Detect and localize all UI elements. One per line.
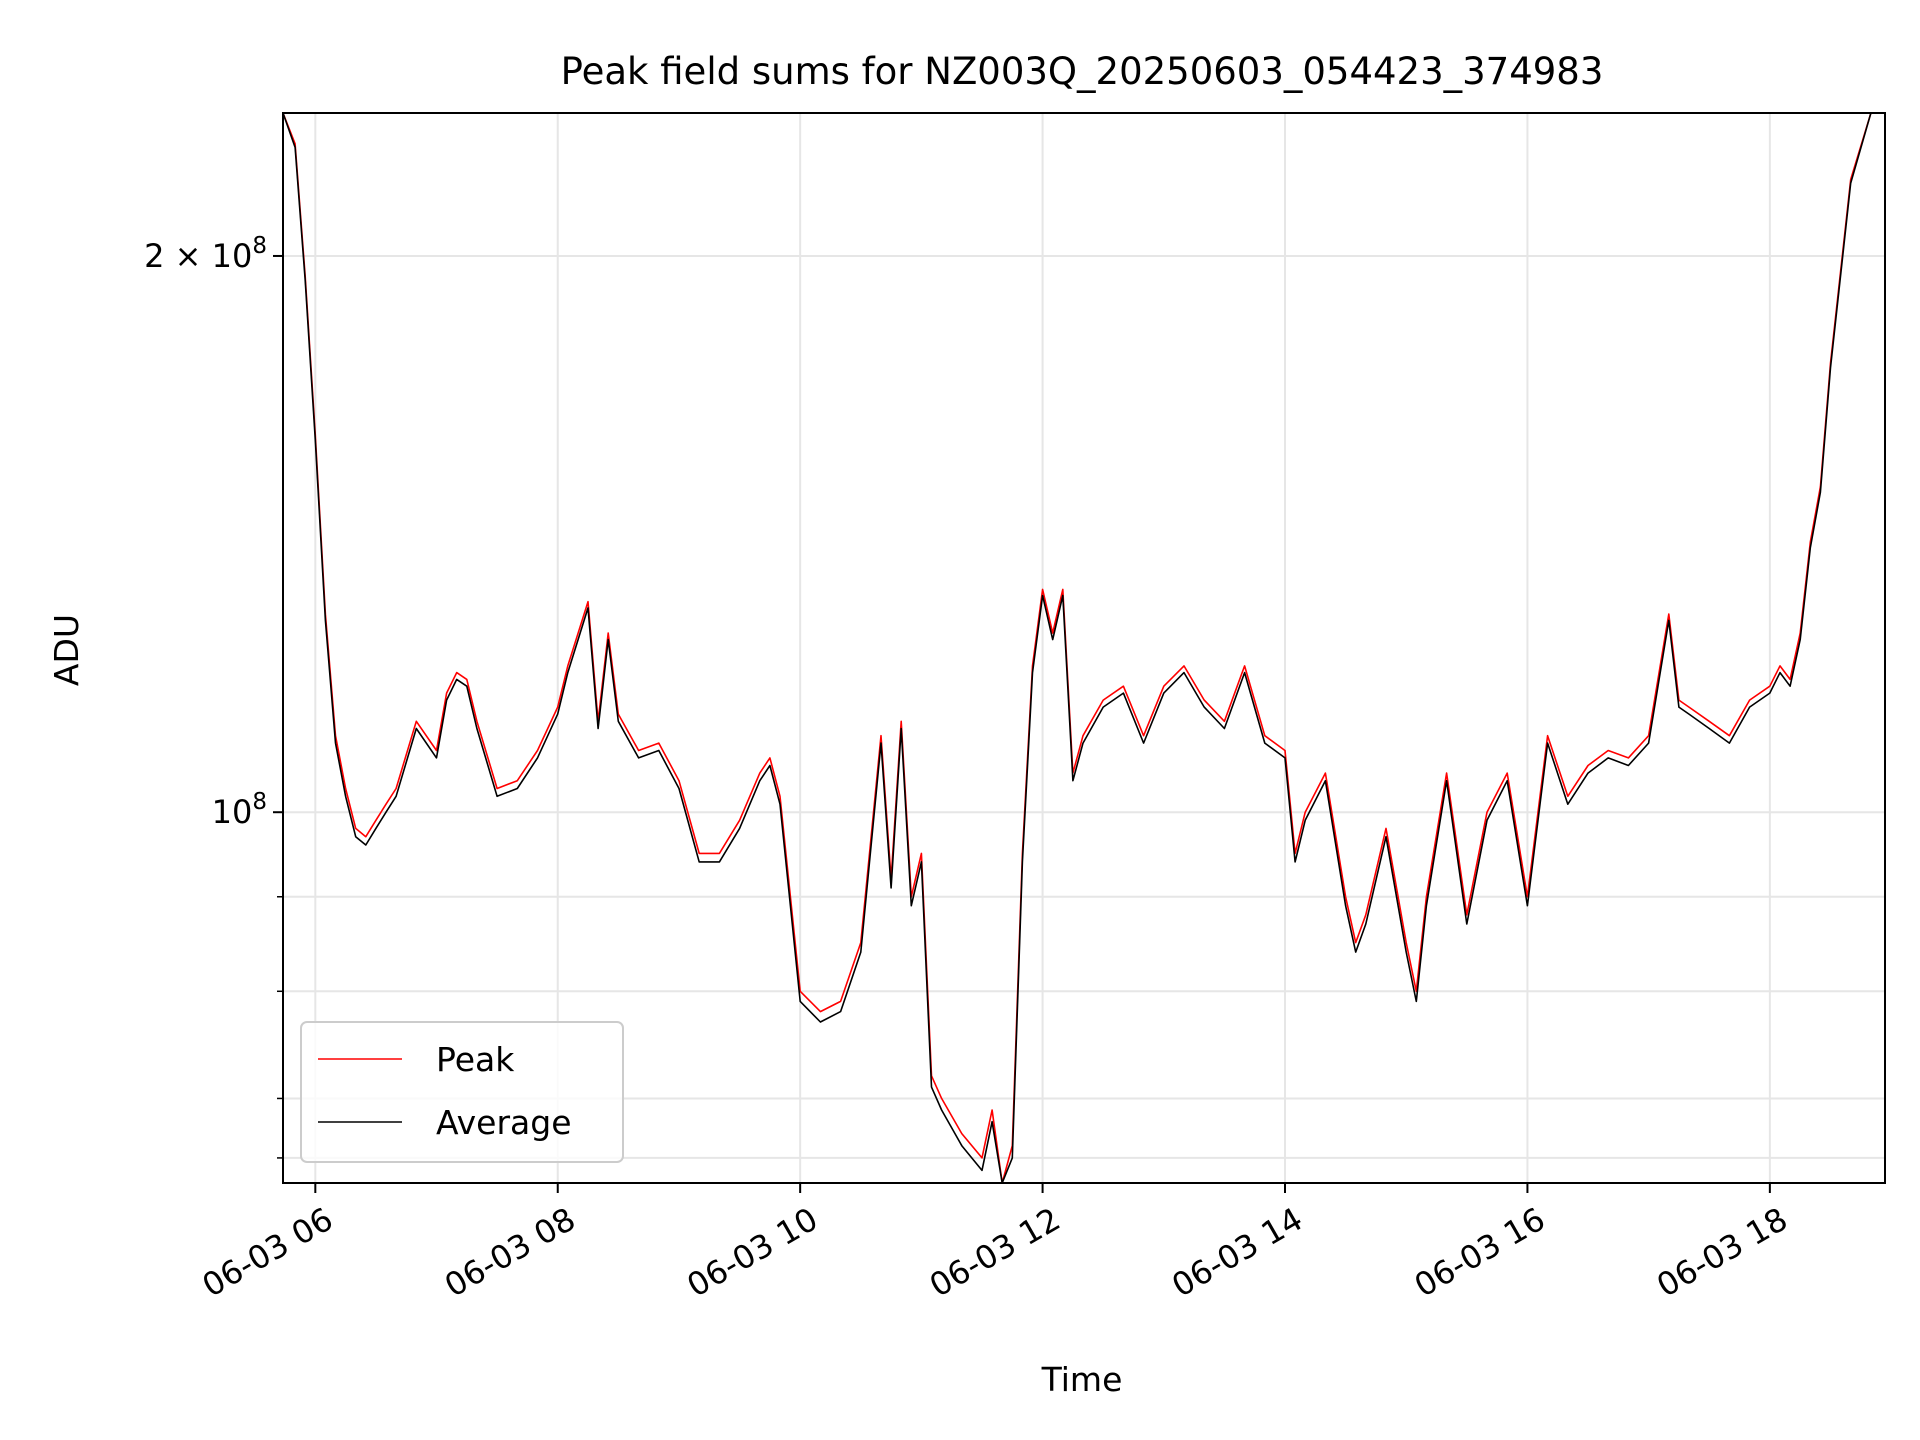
series-layer xyxy=(282,112,1885,1184)
plot-frame xyxy=(282,112,1886,1184)
legend: Peak Average xyxy=(300,1021,624,1163)
y-tick-label-exponent: 8 xyxy=(252,789,267,815)
y-tick-label-base: 10 xyxy=(212,793,253,831)
y-tick-label-base: 2 × 10 xyxy=(144,237,252,275)
grid xyxy=(283,113,1885,1183)
legend-box xyxy=(300,1021,624,1163)
y-tick-label-exponent: 8 xyxy=(252,233,267,259)
x-axis-label: Time xyxy=(1041,1360,1123,1399)
legend-label-peak: Peak xyxy=(436,1040,515,1079)
y-axis-label: ADU xyxy=(47,614,86,686)
series-line-average xyxy=(282,112,1885,1184)
y-tick-label: 2 × 108 xyxy=(144,233,267,275)
legend-label-average: Average xyxy=(436,1103,572,1142)
y-tick-label: 108 xyxy=(212,789,267,831)
chart-title: Peak field sums for NZ003Q_20250603_0544… xyxy=(561,50,1604,93)
